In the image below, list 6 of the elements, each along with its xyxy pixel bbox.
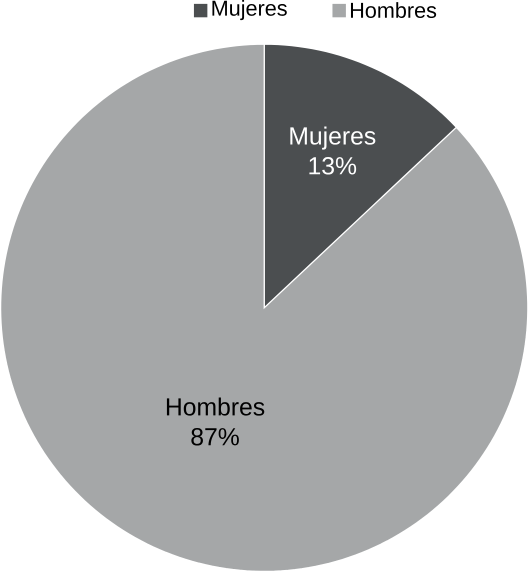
slice-label: Hombres [166, 397, 264, 416]
data-label: 13% [309, 157, 356, 175]
legend-label: Mujeres [212, 0, 287, 20]
slice-label: Mujeres [290, 126, 376, 150]
legend-label: Hombres [350, 2, 436, 18]
data-label: 87% [191, 428, 239, 446]
